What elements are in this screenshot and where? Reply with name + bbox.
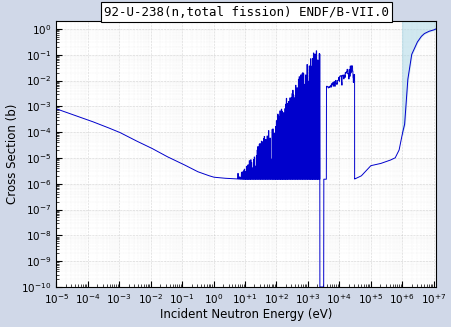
X-axis label: Incident Neutron Energy (eV): Incident Neutron Energy (eV): [160, 308, 331, 321]
Y-axis label: Cross Section (b): Cross Section (b): [5, 104, 18, 204]
Title: 92-U-238(n,total fission) ENDF/B-VII.0: 92-U-238(n,total fission) ENDF/B-VII.0: [103, 6, 388, 19]
